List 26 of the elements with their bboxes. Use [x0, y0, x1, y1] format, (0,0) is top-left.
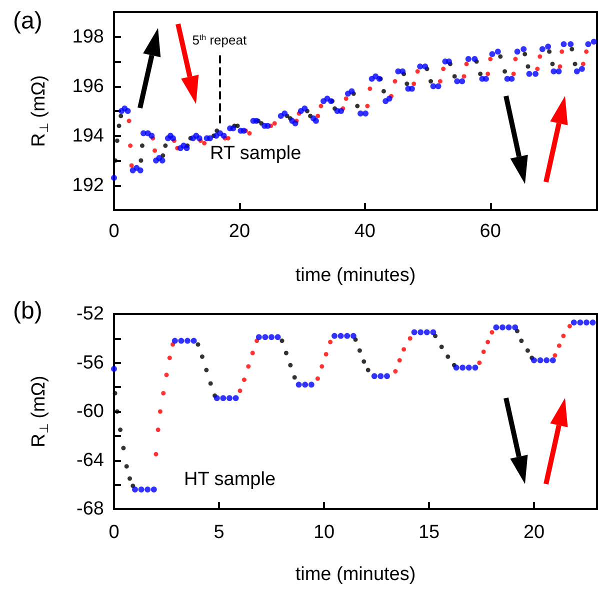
y-tick-label: -52 [76, 304, 104, 324]
x-tick-label: 10 [313, 522, 335, 543]
x-tick-label: 5 [214, 522, 224, 543]
x-tick-label: 60 [480, 221, 501, 242]
x-axis-title: time (minutes) [295, 265, 416, 286]
y-tick-label: -64 [76, 450, 104, 471]
y-tick-label: 196 [72, 76, 104, 97]
y-tick-label: -68 [76, 498, 104, 520]
y-axis-title: R⊥ (mΩ) [28, 376, 51, 448]
chart-title: (b) [13, 298, 42, 324]
x-tick-label: 15 [418, 522, 440, 543]
chart-title: (a) [13, 8, 42, 34]
y-tick-label: 194 [72, 125, 104, 146]
y-axis-title: R⊥ (mΩ) [28, 75, 51, 147]
x-tick-label: 20 [523, 522, 545, 543]
annotation: RT sample [210, 143, 302, 164]
y-tick-label: 198 [72, 26, 104, 48]
annotation: HT sample [184, 469, 276, 490]
y-tick-label: -60 [76, 401, 104, 422]
x-tick-label: 0 [108, 221, 120, 242]
x-tick-label: 40 [354, 221, 376, 242]
x-tick-label: 20 [228, 221, 250, 242]
x-axis-title: time (minutes) [295, 564, 416, 585]
y-tick-label: -56 [76, 352, 104, 374]
x-tick-label: 0 [108, 522, 120, 543]
y-tick-label: 192 [72, 174, 104, 196]
